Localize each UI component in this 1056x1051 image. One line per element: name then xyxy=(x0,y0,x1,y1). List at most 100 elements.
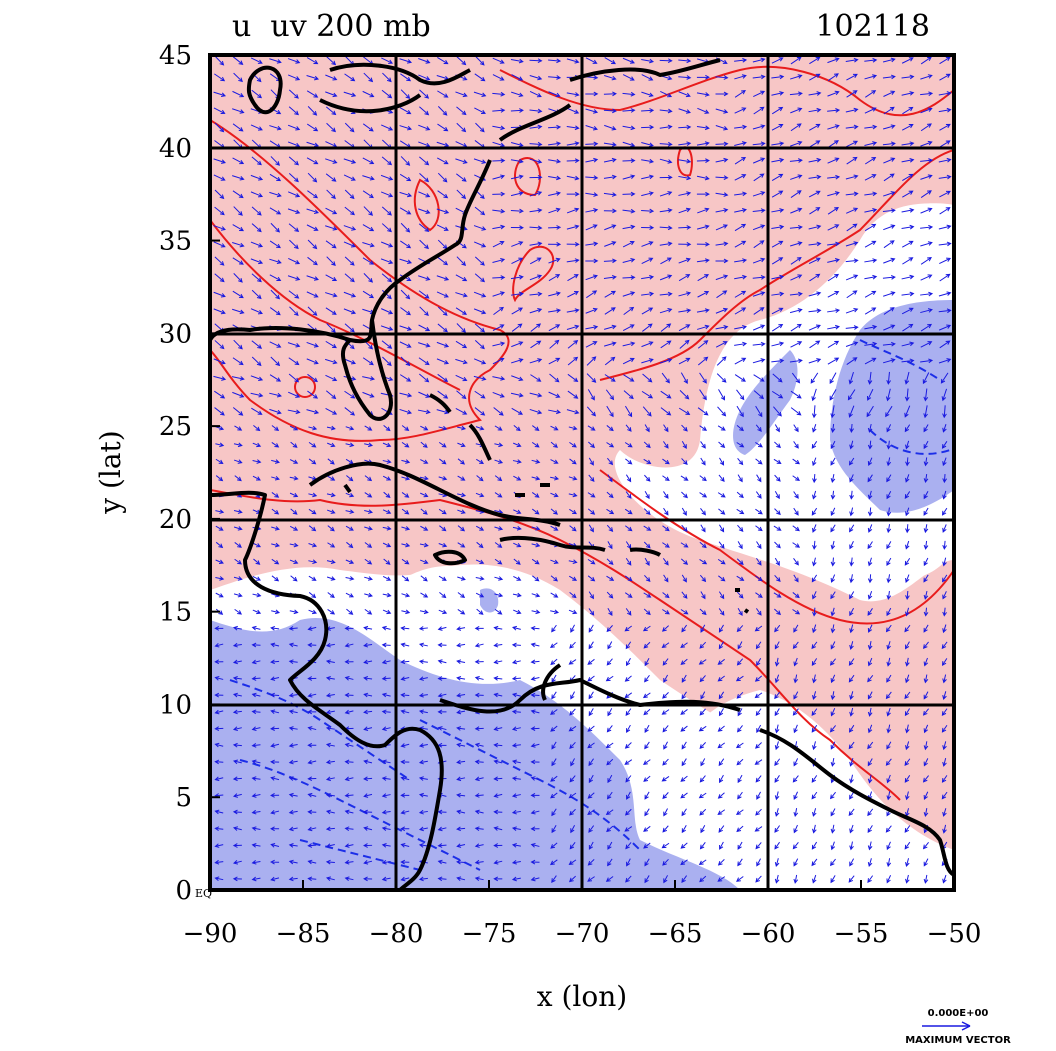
wind-vector xyxy=(885,624,892,633)
wind-vector xyxy=(288,173,299,183)
wind-vector xyxy=(641,257,654,265)
wind-vector xyxy=(773,406,782,417)
wind-vector xyxy=(920,241,933,247)
wind-vector xyxy=(439,592,447,599)
wind-vector xyxy=(736,625,744,633)
wind-vector xyxy=(644,741,650,750)
wind-vector xyxy=(214,73,226,82)
wind-vector xyxy=(530,726,540,731)
wind-vector xyxy=(400,759,410,765)
wind-vector xyxy=(923,491,929,500)
wind-vector xyxy=(755,508,763,515)
wind-vector xyxy=(307,306,318,316)
wind-vector xyxy=(325,759,335,765)
wind-vector xyxy=(625,424,632,432)
wind-vector xyxy=(886,674,892,683)
wind-vector xyxy=(941,658,948,667)
wind-vector xyxy=(401,609,411,615)
wind-vector xyxy=(474,626,484,631)
wind-vector xyxy=(326,122,337,133)
wind-vector xyxy=(566,224,580,230)
wind-vector xyxy=(771,390,784,399)
wind-vector xyxy=(717,425,726,431)
wind-vector xyxy=(363,793,373,798)
wind-vector xyxy=(752,257,766,264)
wind-vector xyxy=(344,206,355,216)
wind-vector xyxy=(678,241,692,247)
wind-vector xyxy=(660,390,672,399)
wind-vector xyxy=(754,826,763,832)
wind-vector xyxy=(699,559,708,565)
wind-vector xyxy=(883,240,895,249)
wind-vector xyxy=(437,256,449,266)
wind-vector xyxy=(681,458,688,466)
wind-vector xyxy=(905,440,910,450)
wind-vector xyxy=(604,75,617,81)
wind-vector xyxy=(681,491,688,499)
wind-vector xyxy=(622,74,635,81)
wind-vector xyxy=(399,258,413,265)
wind-vector xyxy=(734,274,748,280)
wind-vector xyxy=(233,592,243,598)
wind-vector xyxy=(456,859,466,865)
wind-vector xyxy=(529,291,543,297)
wind-vector xyxy=(363,692,373,698)
wind-vector xyxy=(641,174,654,180)
wind-vector xyxy=(827,157,840,164)
wind-vector xyxy=(792,525,800,532)
wind-vector xyxy=(474,793,484,798)
wind-vector xyxy=(736,691,744,699)
wind-vector xyxy=(699,841,706,850)
wind-vector xyxy=(624,405,633,418)
wind-vector xyxy=(270,289,281,300)
wind-vector xyxy=(288,876,298,882)
wind-vector xyxy=(849,624,854,634)
wind-vector xyxy=(624,592,633,598)
wind-vector xyxy=(771,190,784,198)
wind-vector xyxy=(382,72,392,83)
wind-vector xyxy=(864,274,878,280)
wind-vector xyxy=(399,58,413,64)
wind-vector xyxy=(551,674,557,683)
wind-vector xyxy=(326,509,336,514)
wind-vector xyxy=(474,340,485,350)
wind-vector xyxy=(213,91,227,98)
wind-vector xyxy=(830,405,835,419)
wind-vector xyxy=(548,91,561,98)
wind-vector xyxy=(530,843,540,848)
wind-vector xyxy=(400,743,410,748)
wind-vector xyxy=(474,742,484,748)
wind-vector xyxy=(883,90,896,97)
wind-vector xyxy=(809,273,821,282)
wind-vector xyxy=(790,74,803,80)
wind-vector xyxy=(436,275,450,281)
wind-vector xyxy=(867,657,873,667)
wind-vector xyxy=(901,74,915,80)
wind-vector xyxy=(567,356,579,366)
wind-vector xyxy=(588,691,594,700)
wind-vector xyxy=(308,559,318,565)
wind-vector xyxy=(308,592,317,599)
wind-vector xyxy=(362,290,375,299)
wind-vector xyxy=(849,574,854,584)
wind-vector xyxy=(455,408,468,415)
wind-vector xyxy=(793,808,799,818)
wind-vector xyxy=(809,56,821,65)
wind-vector xyxy=(755,458,763,465)
wind-vector xyxy=(644,574,651,582)
wind-vector xyxy=(923,388,929,402)
wind-vector xyxy=(215,525,224,531)
wind-vector xyxy=(363,709,373,715)
wind-vector xyxy=(382,592,392,598)
wind-vector xyxy=(681,825,687,834)
wind-vector xyxy=(901,208,915,213)
wind-vector xyxy=(771,157,785,163)
wind-vector xyxy=(811,641,818,650)
wind-vector xyxy=(364,558,373,565)
wind-vector xyxy=(886,875,892,884)
wind-vector xyxy=(661,709,670,715)
wind-vector xyxy=(830,607,836,617)
wind-vector xyxy=(938,107,952,113)
wind-vector xyxy=(550,492,559,498)
wind-vector xyxy=(233,509,243,514)
